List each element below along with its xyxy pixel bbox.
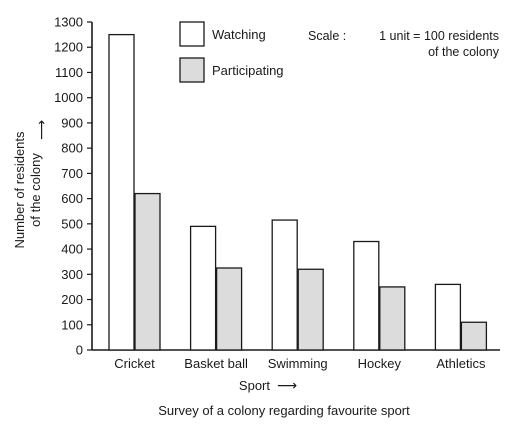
bar-watching-hockey [353, 240, 380, 351]
y-tick-label-300: 300 [61, 267, 83, 282]
y-axis-title-line-1: Number of residents [12, 131, 27, 249]
scale-note: Scale : 1 unit = 100 residents of the co… [308, 29, 500, 59]
bars-group [108, 33, 488, 351]
x-axis-tick-labels: Cricket Basket ball Swimming Hockey Athletic… [114, 356, 486, 371]
y-tick-label-1300: 1300 [54, 15, 83, 30]
y-tick-label-200: 200 [61, 292, 83, 307]
x-axis-title: Sport [239, 378, 270, 393]
bar-participating-hockey [379, 286, 406, 351]
y-tick-label-100: 100 [61, 317, 83, 332]
y-tick-label-700: 700 [61, 166, 83, 181]
x-tick-label-athletics: Athletics [436, 356, 486, 371]
x-tick-label-hockey: Hockey [358, 356, 402, 371]
bar-watching-athletics [434, 283, 462, 351]
y-axis-arrow: ⟶ [33, 120, 49, 140]
scale-line-2: of the colony [428, 45, 500, 59]
x-axis-arrow: ⟶ [277, 377, 297, 393]
bar-participating-cricket [134, 192, 161, 351]
y-tick-label-1000: 1000 [54, 90, 83, 105]
legend-swatch-watching [179, 21, 205, 47]
bar-participating-athletics [460, 321, 488, 351]
bar-watching-cricket [108, 33, 135, 351]
y-tick-label-1100: 1100 [55, 65, 83, 80]
bar-participating-basket-ball [215, 267, 243, 351]
x-tick-label-cricket: Cricket [114, 356, 155, 371]
scale-line-1: 1 unit = 100 residents [379, 29, 499, 43]
y-tick-label-800: 800 [61, 141, 83, 156]
bar-watching-basket-ball [189, 225, 217, 351]
y-tick-label-0: 0 [76, 343, 83, 358]
y-axis-title-line-2: of the colony [28, 153, 43, 227]
y-tick-label-500: 500 [61, 216, 83, 231]
x-tick-label-basket-ball: Basket ball [184, 356, 248, 371]
legend-label-watching: Watching [212, 27, 266, 42]
chart-caption: Survey of a colony regarding favourite s… [158, 403, 410, 418]
y-tick-label-400: 400 [61, 242, 83, 257]
legend-swatch-participating [179, 57, 205, 83]
y-tick-label-600: 600 [61, 191, 83, 206]
x-tick-label-swimming: Swimming [268, 356, 328, 371]
bar-watching-swimming [271, 219, 298, 351]
y-tick-label-1200: 1200 [54, 40, 83, 55]
y-axis-title: Number of residents of the colony [12, 131, 43, 249]
legend-label-participating: Participating [212, 63, 284, 78]
scale-prefix: Scale : [308, 29, 346, 43]
y-axis-ticks: 0 100 200 300 400 500 600 700 800 900 1000 1100 1200… [54, 15, 92, 358]
y-tick-label-900: 900 [61, 115, 83, 130]
bar-participating-swimming [297, 268, 324, 351]
legend: Watching Participating [179, 21, 284, 83]
